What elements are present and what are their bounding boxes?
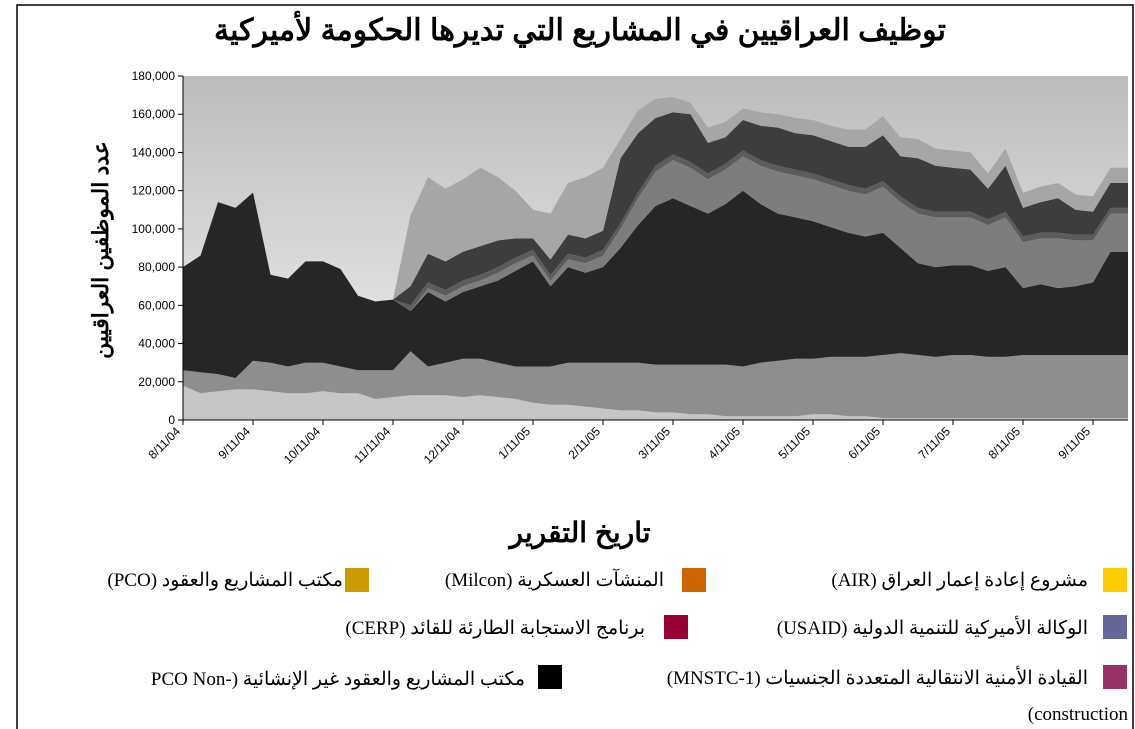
area <box>183 150 1128 312</box>
y-tick-label: 120,000 <box>132 184 176 198</box>
x-tick-label: 5/11/05 <box>776 424 814 462</box>
legend-swatch <box>345 568 369 592</box>
x-axis-label: تاريخ التقرير <box>507 517 650 550</box>
y-tick-label: 180,000 <box>132 69 176 83</box>
x-tick-label: 11/11/04 <box>351 424 393 466</box>
y-tick-label: 60,000 <box>138 298 175 312</box>
area <box>183 385 1128 420</box>
legend-label: الوكالة الأميركية للتنمية الدولية (USAID… <box>776 618 1088 639</box>
legend-label: المنشآت العسكرية (Milcon) <box>444 570 664 591</box>
area <box>183 97 1128 302</box>
legend-swatch <box>664 615 688 639</box>
x-tick-label: 9/11/04 <box>216 424 254 462</box>
area <box>183 190 1128 378</box>
y-tick-label: 80,000 <box>138 260 175 274</box>
legend-label: برنامج الاستجابة الطارئة للقائد (CERP) <box>345 618 645 639</box>
x-tick-label: 1/11/05 <box>496 424 534 462</box>
x-tick-label: 9/11/05 <box>1056 424 1094 462</box>
legend-swatch <box>538 665 562 689</box>
x-tick-label: 12/11/04 <box>421 424 464 467</box>
x-tick-label: 3/11/05 <box>636 424 674 462</box>
y-tick-label: 0 <box>168 413 175 427</box>
y-axis-label: عدد الموظفين العراقيين <box>88 141 114 359</box>
chart-title: توظيف العراقيين في المشاريع التي تديرها … <box>214 11 946 48</box>
y-tick-label: 20,000 <box>138 375 175 389</box>
legend-swatch <box>682 568 706 592</box>
y-tick-label: 40,000 <box>138 337 175 351</box>
legend-label: القيادة الأمنية الانتقالية المتعددة الجن… <box>666 668 1088 689</box>
legend-label: مشروع إعادة إعمار العراق (AIR) <box>831 570 1088 591</box>
legend-swatch <box>1103 665 1127 689</box>
x-tick-label: 2/11/05 <box>566 424 604 462</box>
x-tick-label: 8/11/05 <box>986 424 1024 462</box>
frame <box>16 4 1134 729</box>
legend-label: مكتب المشاريع والعقود (PCO) <box>107 570 343 591</box>
legend-swatch <box>1103 615 1127 639</box>
x-tick-label: 7/11/05 <box>916 424 954 462</box>
area <box>183 112 1128 306</box>
y-tick-label: 100,000 <box>132 222 176 236</box>
area <box>183 156 1128 312</box>
legend-swatch <box>1103 568 1127 592</box>
x-tick-label: 8/11/04 <box>146 424 184 462</box>
x-tick-label: 6/11/05 <box>846 424 884 462</box>
y-tick-label: 160,000 <box>132 107 176 121</box>
legend-label: مكتب المشاريع والعقود غير الإنشائية (PCO… <box>150 669 1128 725</box>
y-tick-label: 140,000 <box>132 145 176 159</box>
x-tick-label: 4/11/05 <box>706 424 744 462</box>
x-tick-label: 10/11/04 <box>281 424 324 467</box>
area <box>183 351 1128 419</box>
